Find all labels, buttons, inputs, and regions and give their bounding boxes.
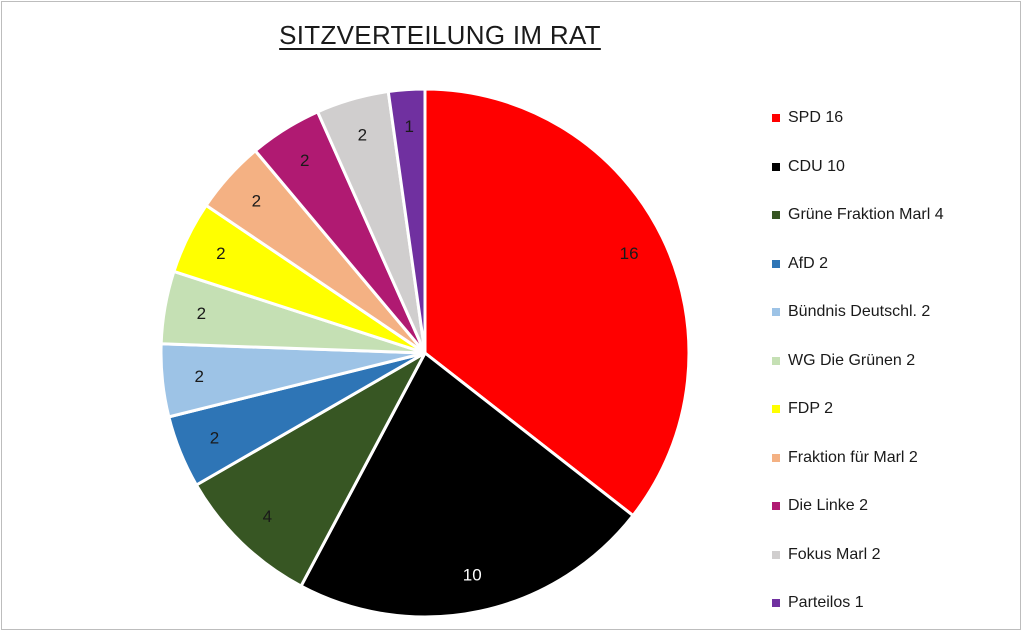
slice-data-label: 2: [210, 429, 219, 448]
legend-item: SPD 16: [772, 94, 944, 143]
legend-swatch: [772, 162, 780, 171]
legend-item: CDU 10: [772, 143, 944, 192]
pie-slice: [299, 351, 635, 619]
legend-swatch: [772, 259, 780, 268]
legend-swatch: [772, 405, 780, 414]
slice-data-label: 1: [404, 117, 413, 136]
legend-label: Fraktion für Marl 2: [788, 448, 918, 466]
legend-swatch: [772, 502, 780, 511]
legend-label: SPD 16: [788, 109, 844, 127]
legend: SPD 16 CDU 10 Grüne Fraktion Marl 4 AfD 2 Bü…: [772, 94, 944, 628]
legend-label: WG Die Grünen 2: [788, 351, 916, 369]
legend-label: AfD 2: [788, 254, 829, 272]
pie-slice: [386, 87, 427, 355]
legend-item: Grüne Fraktion Marl 4: [772, 191, 944, 240]
pie-slice: [194, 351, 427, 588]
legend-swatch: [772, 453, 780, 462]
legend-label: Bündnis Deutschl. 2: [788, 303, 931, 321]
slice-data-label: 2: [252, 192, 261, 211]
slice-data-label: 16: [620, 244, 639, 263]
legend-swatch: [772, 550, 780, 559]
slice-data-label: 10: [463, 566, 482, 585]
legend-swatch: [772, 599, 780, 608]
slice-data-label: 2: [194, 367, 203, 386]
slice-data-label: 2: [358, 125, 367, 144]
slice-data-label: 2: [216, 244, 225, 263]
legend-label: Die Linke 2: [788, 497, 869, 515]
legend-label: Fokus Marl 2: [788, 545, 881, 563]
legend-item: Die Linke 2: [772, 482, 944, 531]
legend-swatch: [772, 114, 780, 123]
legend-label: CDU 10: [788, 157, 845, 175]
legend-item: Parteilos 1: [772, 579, 944, 628]
legend-label: Grüne Fraktion Marl 4: [788, 206, 944, 224]
slice-data-label: 2: [300, 151, 309, 170]
legend-swatch: [772, 211, 780, 220]
legend-label: Parteilos 1: [788, 594, 864, 612]
slice-data-label: 2: [197, 304, 206, 323]
legend-swatch: [772, 356, 780, 365]
pie-slice: [423, 87, 691, 518]
legend-item: AfD 2: [772, 240, 944, 289]
legend-item: Fokus Marl 2: [772, 531, 944, 580]
chart-title: SITZVERTEILUNG IM RAT: [0, 20, 880, 51]
legend-item: Bündnis Deutschl. 2: [772, 288, 944, 337]
legend-item: WG Die Grünen 2: [772, 337, 944, 386]
legend-item: FDP 2: [772, 385, 944, 434]
legend-label: FDP 2: [788, 400, 834, 418]
slice-data-label: 4: [263, 507, 272, 526]
legend-item: Fraktion für Marl 2: [772, 434, 944, 483]
chart-title-text: SITZVERTEILUNG IM RAT: [279, 20, 601, 50]
legend-swatch: [772, 308, 780, 317]
